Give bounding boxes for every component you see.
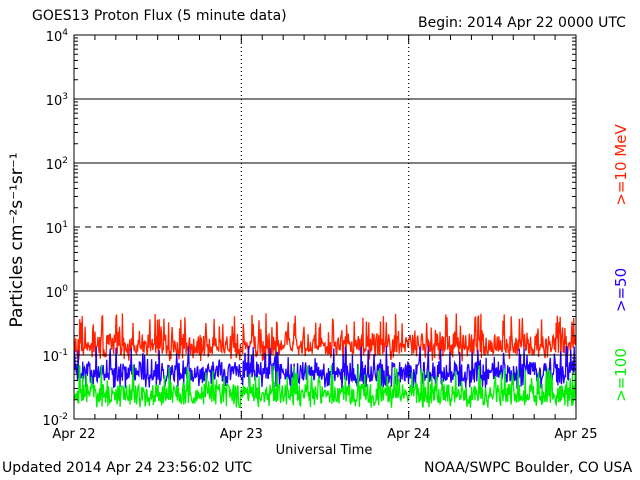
y-tick-label-4: 100	[46, 284, 69, 301]
y-tick-labels: 104 103 102 101 100 10-1 10-2	[42, 28, 68, 429]
y-tick-label-3: 101	[46, 220, 68, 237]
y-tick-label-5: 10-1	[42, 348, 68, 365]
y-tick-label-0: 104	[46, 28, 69, 45]
x-tick-label-0: Apr 22	[52, 427, 95, 442]
legend-item-10mev: >=10 MeV	[612, 124, 630, 206]
x-tick-label-3: Apr 25	[554, 427, 597, 442]
series-line-0	[74, 313, 576, 362]
y-tick-label-1: 103	[46, 92, 68, 109]
begin-date: Begin: 2014 Apr 22 0000 UTC	[418, 15, 626, 31]
y-tick-label-6: 10-2	[42, 412, 68, 429]
legend-item-50: >=50	[612, 268, 630, 312]
plot-frame	[73, 34, 577, 420]
y-axis-label: Particles cm⁻²s⁻¹sr⁻¹	[7, 152, 27, 327]
x-tick-label-2: Apr 24	[387, 427, 430, 442]
credit-line: NOAA/SWPC Boulder, CO USA	[424, 460, 633, 476]
series-line-2	[74, 364, 576, 409]
x-tick-label-1: Apr 23	[220, 427, 263, 442]
legend-item-100: >=100	[612, 348, 630, 402]
flux-traces	[74, 313, 576, 409]
chart-grid	[74, 34, 576, 420]
chart-axes	[73, 34, 577, 420]
x-tick-labels: Apr 22 Apr 23 Apr 24 Apr 25	[52, 427, 597, 442]
chart-title: GOES13 Proton Flux (5 minute data)	[32, 8, 287, 24]
y-tick-label-2: 102	[46, 156, 68, 173]
x-axis-label: Universal Time	[276, 443, 373, 458]
series-line-1	[74, 345, 576, 389]
updated-timestamp: Updated 2014 Apr 24 23:56:02 UTC	[2, 460, 253, 476]
